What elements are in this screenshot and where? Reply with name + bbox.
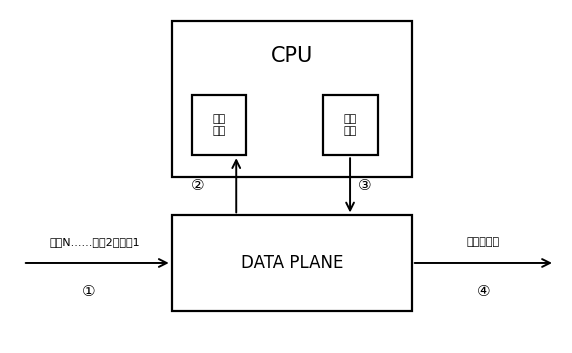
Text: ④: ④: [476, 284, 490, 299]
Bar: [172, 21, 412, 176]
Text: ①: ①: [82, 284, 96, 299]
Text: ②: ②: [190, 178, 204, 193]
Text: 分片N......分片2、分片1: 分片N......分片2、分片1: [49, 237, 140, 247]
Bar: [172, 215, 412, 311]
Text: 报文
缓存: 报文 缓存: [212, 114, 225, 136]
Text: DATA PLANE: DATA PLANE: [241, 254, 343, 272]
Text: ③: ③: [358, 178, 372, 193]
Text: 重组后报文: 重组后报文: [467, 237, 500, 247]
Text: 报文
重组: 报文 重组: [344, 114, 357, 136]
Bar: [192, 95, 246, 155]
Bar: [323, 95, 378, 155]
Text: CPU: CPU: [271, 47, 313, 66]
